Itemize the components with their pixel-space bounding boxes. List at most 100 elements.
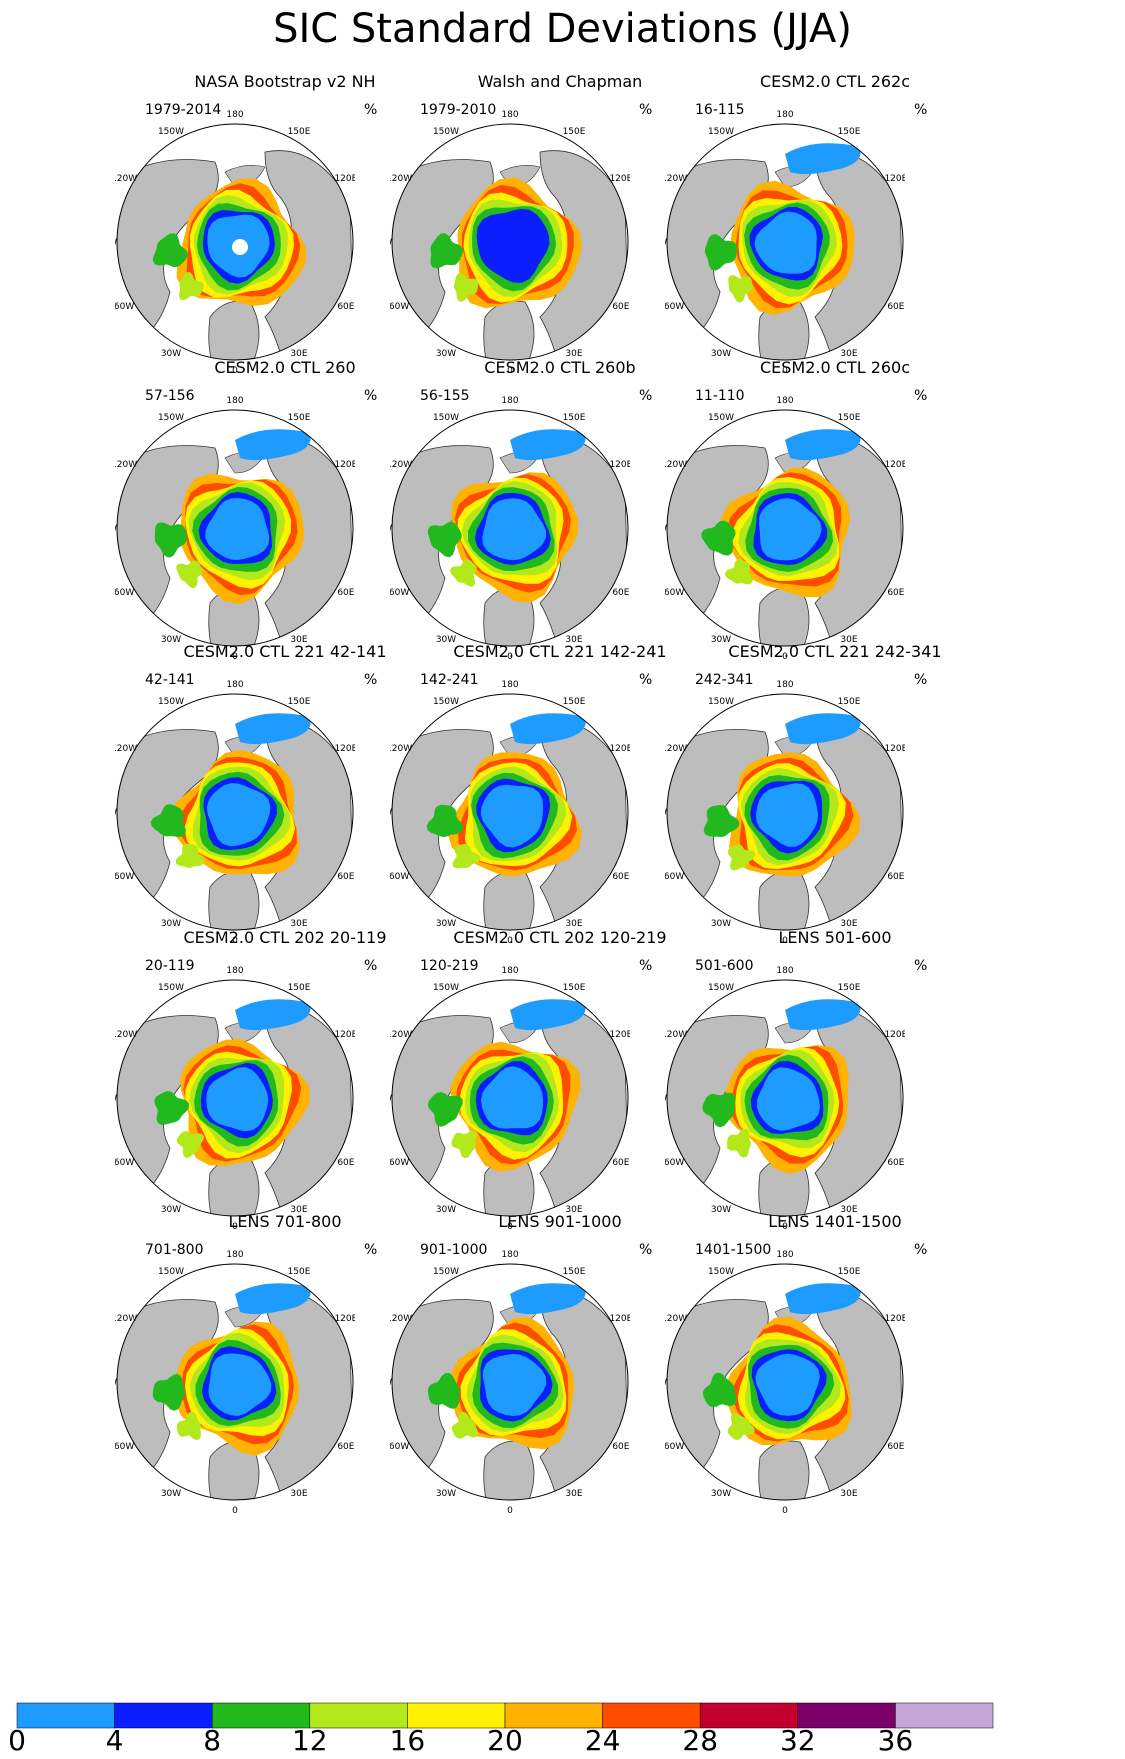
panel-period: 501-600 <box>695 958 754 974</box>
sic-band-0-4 <box>759 498 822 561</box>
longitude-label: 90W <box>390 524 392 534</box>
longitude-label: 30W <box>161 1489 181 1499</box>
map-boundary <box>391 979 629 1217</box>
longitude-label: 60E <box>887 1158 904 1168</box>
panel-title: CESM2.0 CTL 260 <box>214 358 356 377</box>
sic-band-0-4 <box>205 498 270 560</box>
longitude-label: 90W <box>665 1378 667 1388</box>
longitude-label: 30E <box>290 1489 307 1499</box>
longitude-label: 0 <box>782 652 788 662</box>
longitude-label: 60E <box>337 588 354 598</box>
longitude-label: 30W <box>436 1489 456 1499</box>
sic-band-0-4 <box>755 1353 820 1416</box>
longitude-label: 30E <box>290 349 307 359</box>
colorbar-swatch <box>16 1702 115 1729</box>
longitude-label: 30E <box>840 919 857 929</box>
longitude-label: 90E <box>354 524 355 534</box>
longitude-label: 120W <box>115 174 137 184</box>
longitude-label: 150W <box>433 413 459 423</box>
polar-map: 180 150E 120E 90E 60E 30E 0 30W 60W 90W 120W 150W <box>115 396 355 662</box>
longitude-label: 90E <box>354 808 355 818</box>
panel-unit: % <box>364 102 378 118</box>
longitude-label: 30E <box>290 635 307 645</box>
panel-unit: % <box>914 388 928 404</box>
longitude-label: 90W <box>665 1094 667 1104</box>
polar-map: 180 150E 120E 90E 60E 30E 0 30W 60W 90W 120W 150W <box>115 110 355 376</box>
panel-unit: % <box>639 958 653 974</box>
longitude-label: 150E <box>563 1267 586 1277</box>
longitude-label: 120E <box>334 1314 355 1324</box>
longitude-label: 150W <box>158 697 184 707</box>
map-panel: LENS 701-800 701-800% 180 150E 120E 90E 60E 30E… <box>115 1212 455 1532</box>
longitude-label: 60W <box>390 1158 409 1168</box>
longitude-label: 180 <box>776 680 793 690</box>
panel-unit: % <box>364 388 378 404</box>
panel-period: 1979-2010 <box>420 102 497 118</box>
map-boundary <box>116 123 354 361</box>
sic-band-0-4 <box>482 498 546 561</box>
longitude-label: 60E <box>337 1442 354 1452</box>
map-panel: LENS 501-600 501-600% 180 150E 120E 90E 60E 30E… <box>665 928 1005 1248</box>
panel-period: 11-110 <box>695 388 745 404</box>
longitude-label: 150W <box>158 1267 184 1277</box>
panel-unit: % <box>639 388 653 404</box>
longitude-label: 120W <box>390 174 412 184</box>
sic-hudson-bay <box>703 805 740 837</box>
sic-band-0-4 <box>482 1354 547 1416</box>
sic-band-0-4 <box>480 784 544 848</box>
polar-map: 180 150E 120E 90E 60E 30E 0 30W 60W 90W 120W 150W <box>665 110 905 376</box>
panel-unit: % <box>364 958 378 974</box>
longitude-label: 90W <box>390 1094 392 1104</box>
longitude-label: 30E <box>565 1489 582 1499</box>
longitude-label: 120W <box>665 174 687 184</box>
longitude-label: 120W <box>665 1314 687 1324</box>
longitude-label: 150E <box>288 697 311 707</box>
longitude-label: 90E <box>354 1094 355 1104</box>
longitude-label: 150W <box>708 983 734 993</box>
longitude-label: 120W <box>390 1314 412 1324</box>
colorbar-tick-label: 32 <box>780 1724 816 1757</box>
longitude-label: 150W <box>433 697 459 707</box>
map-panel: CESM2.0 CTL 260b 56-155% 180 150E 120E 90E 60E… <box>390 358 730 678</box>
panel-unit: % <box>364 672 378 688</box>
sic-baffin-bay <box>452 1411 479 1439</box>
longitude-label: 150W <box>433 127 459 137</box>
longitude-label: 60E <box>612 1442 629 1452</box>
sic-baffin-bay <box>453 273 479 302</box>
longitude-label: 150E <box>563 983 586 993</box>
longitude-label: 90E <box>629 238 630 248</box>
longitude-label: 30W <box>711 919 731 929</box>
sic-siberian-shelf <box>510 1283 586 1315</box>
colorbar-tick-label: 28 <box>682 1724 718 1757</box>
sic-hudson-bay <box>154 1091 190 1125</box>
panel-title: LENS 701-800 <box>228 1212 342 1231</box>
longitude-label: 30W <box>161 635 181 645</box>
longitude-label: 120E <box>884 1314 905 1324</box>
longitude-label: 120W <box>665 460 687 470</box>
panel-title: CESM2.0 CTL 202 120-219 <box>453 928 667 947</box>
sic-hudson-bay <box>427 1372 460 1409</box>
map-boundary <box>666 409 904 647</box>
longitude-label: 60W <box>115 1158 134 1168</box>
sic-hudson-bay <box>702 1092 736 1128</box>
longitude-label: 30E <box>565 1205 582 1215</box>
sic-hudson-bay <box>150 804 186 837</box>
sic-siberian-shelf <box>235 1283 311 1315</box>
map-boundary <box>116 1263 354 1501</box>
panel-unit: % <box>914 1242 928 1258</box>
longitude-label: 120W <box>390 460 412 470</box>
sic-siberian-shelf <box>235 713 311 745</box>
longitude-label: 30E <box>565 635 582 645</box>
colorbar-tick-label: 8 <box>203 1724 221 1757</box>
map-panel: LENS 901-1000 901-1000% 180 150E 120E 90E 60E 3… <box>390 1212 730 1532</box>
longitude-label: 180 <box>501 396 518 406</box>
map-boundary <box>391 123 629 361</box>
longitude-label: 90W <box>115 524 117 534</box>
sic-baffin-bay <box>727 844 756 871</box>
longitude-label: 120E <box>334 1030 355 1040</box>
polar-map: 180 150E 120E 90E 60E 30E 0 30W 60W 90W 120W 150W <box>390 396 630 662</box>
longitude-label: 150W <box>708 413 734 423</box>
map-panel: NASA Bootstrap v2 NH 1979-2014% 180 150E 120… <box>115 72 455 392</box>
sic-band-0-4 <box>754 211 817 274</box>
longitude-label: 30W <box>436 349 456 359</box>
